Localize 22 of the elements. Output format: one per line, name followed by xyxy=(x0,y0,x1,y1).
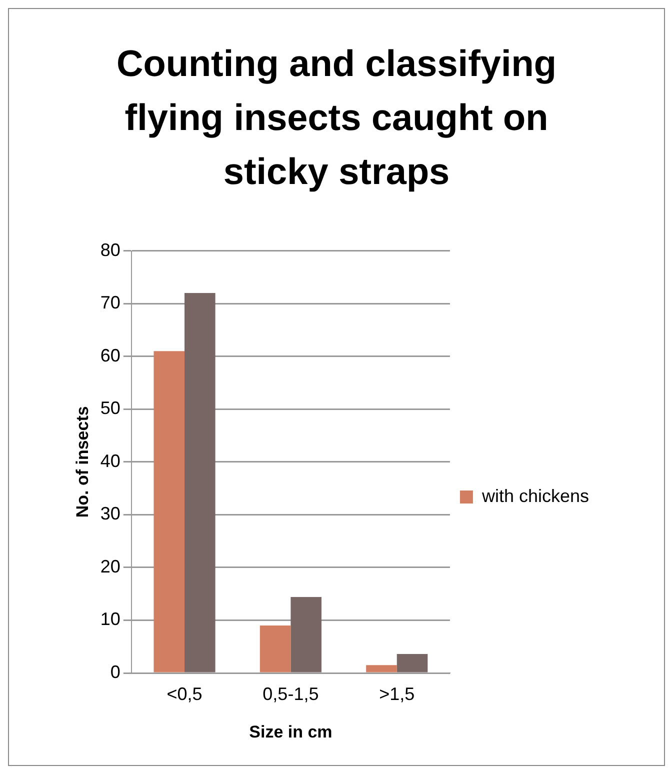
y-tick-label: 30 xyxy=(100,504,120,524)
bar xyxy=(396,654,428,672)
bar xyxy=(290,597,322,672)
y-tick-label: 60 xyxy=(100,345,120,366)
x-tick-label: <0,5 xyxy=(166,684,202,704)
y-tick-label: 50 xyxy=(100,398,120,418)
y-tick-label: 70 xyxy=(100,292,120,313)
y-tick-label: 80 xyxy=(100,240,120,260)
bar xyxy=(154,351,185,672)
y-axis-title: No. of insects xyxy=(72,406,92,518)
legend-label: with chickens xyxy=(480,486,590,506)
x-axis-title: Size in cm xyxy=(249,722,332,742)
bar xyxy=(184,293,216,672)
y-tick-label: 20 xyxy=(100,556,120,576)
y-tick-label: 40 xyxy=(100,450,120,471)
chart-title: Counting and classifying flying insects caught on sticky straps xyxy=(116,42,558,194)
x-tick-label: 0,5-1,5 xyxy=(262,684,319,704)
bar xyxy=(366,665,397,672)
y-tick-label: 10 xyxy=(100,609,120,630)
bar xyxy=(260,626,291,672)
y-tick-label: 0 xyxy=(110,662,120,682)
x-tick-label: >1,5 xyxy=(379,684,415,704)
